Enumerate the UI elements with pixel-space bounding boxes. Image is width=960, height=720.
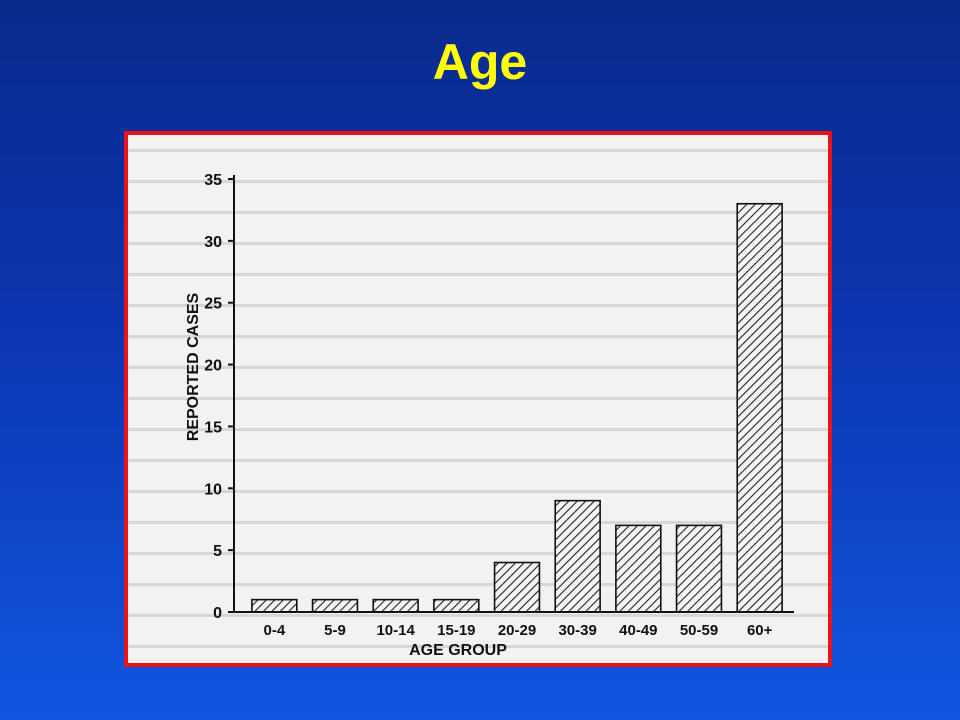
x-tick-label: 15-19 [437,622,475,639]
bar-50-59 [675,524,723,613]
bar-30-39 [554,499,601,613]
y-tick-label: 20 [204,358,222,375]
x-tick-label: 40-49 [619,622,657,639]
bar-5-9 [311,598,359,613]
y-tick-label: 15 [204,419,222,436]
bar-60+ [736,202,783,613]
bars-group [251,202,783,613]
x-tick-label: 50-59 [680,622,718,639]
x-tick-label: 5-9 [324,622,346,639]
bar-40-49 [615,524,662,613]
bar-20-29 [493,561,541,613]
y-tick-label: 30 [204,234,222,251]
y-axis-label: REPORTED CASES [185,292,202,441]
y-tick-label: 35 [204,172,222,189]
axes-group: 0 5 10 15 20 25 30 35 0-4 5-9 10-14 15-19 20-29 30-39… [204,172,794,639]
x-tick-label: 30-39 [558,622,596,639]
bar-chart: 0 5 10 15 20 25 30 35 0-4 5-9 10-14 15-19 20-29 30-39… [185,172,794,659]
y-tick-label: 25 [204,296,222,313]
y-tick-label: 10 [204,481,222,498]
x-tick-label: 20-29 [498,622,536,639]
slide-title: Age [432,34,528,90]
x-tick-label: 0-4 [263,622,285,639]
bar-0-4 [251,598,298,613]
bar-10-14 [372,598,419,613]
y-tick-label: 0 [213,605,222,622]
x-axis-label: AGE GROUP [409,642,507,659]
chart-figure-frame: 0 5 10 15 20 25 30 35 0-4 5-9 10-14 15-19 20-29 30-39… [124,131,832,667]
y-tick-label: 5 [213,543,222,560]
x-tick-label: 60+ [747,622,773,639]
bar-15-19 [433,598,480,613]
x-tick-label: 10-14 [376,622,415,639]
